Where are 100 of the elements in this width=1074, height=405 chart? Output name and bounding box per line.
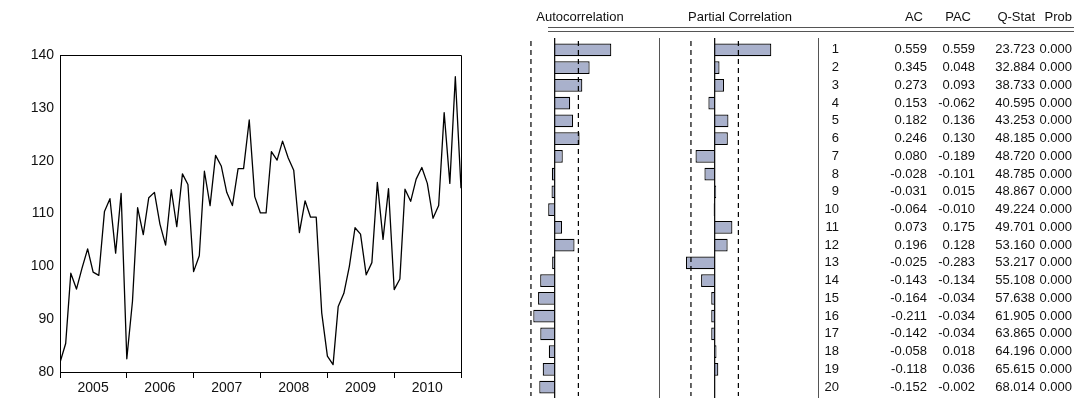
text: 63.865 bbox=[995, 325, 1035, 341]
data-label: -0.211 bbox=[891, 307, 927, 323]
y-tick-label: 7 bbox=[831, 147, 839, 163]
data-label: 0.015 bbox=[942, 183, 975, 199]
x-tick-label: 2007 bbox=[211, 379, 243, 396]
text: 0.000 bbox=[1039, 130, 1072, 146]
text: 57.638 bbox=[995, 289, 1035, 305]
y-tick-label: 2 bbox=[831, 59, 839, 75]
text: 23.723 bbox=[995, 41, 1035, 57]
text: AC bbox=[904, 8, 923, 24]
data-label: -0.189 bbox=[938, 147, 975, 163]
x-tick-label: 2008 bbox=[278, 379, 310, 396]
text: Prob bbox=[1044, 8, 1072, 24]
y-tick-label: 14 bbox=[824, 272, 839, 288]
text: 38.733 bbox=[995, 76, 1035, 92]
text: 61.905 bbox=[995, 307, 1035, 323]
data-label: 0.246 bbox=[894, 130, 927, 146]
data-label: 0.175 bbox=[942, 218, 975, 234]
chart-title: Autocorrelation bbox=[536, 8, 624, 24]
data-label: -0.143 bbox=[890, 272, 927, 288]
text: 49.701 bbox=[995, 218, 1035, 234]
text: 0.000 bbox=[1039, 201, 1072, 217]
data-label: -0.031 bbox=[890, 183, 927, 199]
y-tick-label: 5 bbox=[831, 112, 839, 128]
text: 53.217 bbox=[995, 254, 1035, 270]
data-label: 0.182 bbox=[894, 112, 927, 128]
data-label: 0.080 bbox=[894, 147, 927, 163]
data-label: 0.559 bbox=[894, 41, 927, 57]
data-label: 0.073 bbox=[894, 218, 927, 234]
text: 0.000 bbox=[1039, 343, 1072, 359]
text: 49.224 bbox=[995, 201, 1035, 217]
y-tick-label: 20 bbox=[824, 378, 839, 394]
data-label: 0.196 bbox=[894, 236, 927, 252]
data-label: 0.153 bbox=[894, 94, 927, 110]
y-tick-label: 100 bbox=[30, 257, 55, 274]
data-label: 0.036 bbox=[942, 360, 975, 376]
text: 0.000 bbox=[1039, 360, 1072, 376]
text: 55.108 bbox=[995, 272, 1035, 288]
data-label: 0.128 bbox=[942, 236, 975, 252]
data-label: -0.058 bbox=[890, 343, 927, 359]
y-tick-label: 1 bbox=[831, 41, 839, 57]
text: 32.884 bbox=[995, 59, 1035, 75]
text: 0.000 bbox=[1039, 165, 1072, 181]
y-tick-label: 19 bbox=[824, 360, 839, 376]
data-label: -0.028 bbox=[890, 165, 927, 181]
data-label: 0.018 bbox=[942, 343, 975, 359]
data-label: -0.283 bbox=[938, 254, 975, 270]
text: 65.615 bbox=[995, 360, 1035, 376]
text: 64.196 bbox=[995, 343, 1035, 359]
text: 0.000 bbox=[1039, 378, 1072, 394]
data-label: -0.134 bbox=[938, 272, 975, 288]
y-tick-label: 12 bbox=[824, 236, 839, 252]
text: 68.014 bbox=[995, 378, 1035, 394]
x-tick-label: 2005 bbox=[77, 379, 109, 396]
data-label: 0.559 bbox=[942, 41, 975, 57]
y-tick-label: 110 bbox=[31, 204, 55, 221]
chart-title: Partial Correlation bbox=[687, 8, 793, 24]
data-label: 0.273 bbox=[894, 76, 927, 92]
text: 0.000 bbox=[1039, 76, 1072, 92]
y-tick-label: 16 bbox=[824, 307, 839, 323]
y-tick-label: 120 bbox=[30, 151, 55, 168]
y-tick-label: 90 bbox=[38, 310, 55, 327]
text: 0.000 bbox=[1039, 307, 1072, 323]
text: 0.000 bbox=[1039, 236, 1072, 252]
text: 0.000 bbox=[1039, 147, 1072, 163]
data-label: 0.136 bbox=[942, 112, 975, 128]
data-label: -0.025 bbox=[890, 254, 927, 270]
text: 0.000 bbox=[1039, 183, 1072, 199]
data-label: -0.152 bbox=[890, 378, 927, 394]
x-tick-label: 2006 bbox=[144, 379, 176, 396]
text: PAC bbox=[945, 8, 971, 24]
data-label: -0.034 bbox=[938, 307, 975, 323]
y-tick-label: 15 bbox=[824, 289, 839, 305]
data-label: -0.002 bbox=[938, 378, 975, 394]
data-label: -0.101 bbox=[938, 165, 975, 181]
y-tick-label: 3 bbox=[831, 76, 839, 92]
y-tick-label: 4 bbox=[831, 94, 839, 110]
text: 0.000 bbox=[1039, 289, 1072, 305]
data-label: -0.142 bbox=[890, 325, 927, 341]
x-tick-label: 2009 bbox=[344, 379, 377, 396]
y-tick-label: 17 bbox=[824, 325, 839, 341]
text: 48.185 bbox=[995, 130, 1035, 146]
data-label: -0.118 bbox=[891, 360, 927, 376]
data-label: -0.034 bbox=[938, 289, 975, 305]
data-label: -0.164 bbox=[890, 289, 927, 305]
data-label: 0.345 bbox=[894, 59, 927, 75]
y-tick-label: 18 bbox=[824, 343, 839, 359]
x-tick-label: 2010 bbox=[411, 379, 444, 396]
text: 40.595 bbox=[995, 94, 1035, 110]
data-label: 0.048 bbox=[942, 59, 975, 75]
text: 0.000 bbox=[1039, 325, 1072, 341]
data-label: 0.130 bbox=[942, 130, 975, 146]
data-label: 0.093 bbox=[942, 76, 975, 92]
text: 0.000 bbox=[1039, 254, 1072, 270]
data-label: -0.062 bbox=[938, 94, 975, 110]
y-tick-label: 11 bbox=[825, 218, 839, 234]
data-label: -0.064 bbox=[890, 201, 927, 217]
y-tick-label: 8 bbox=[831, 165, 839, 181]
y-tick-label: 80 bbox=[38, 362, 55, 379]
data-label: -0.010 bbox=[938, 201, 975, 217]
